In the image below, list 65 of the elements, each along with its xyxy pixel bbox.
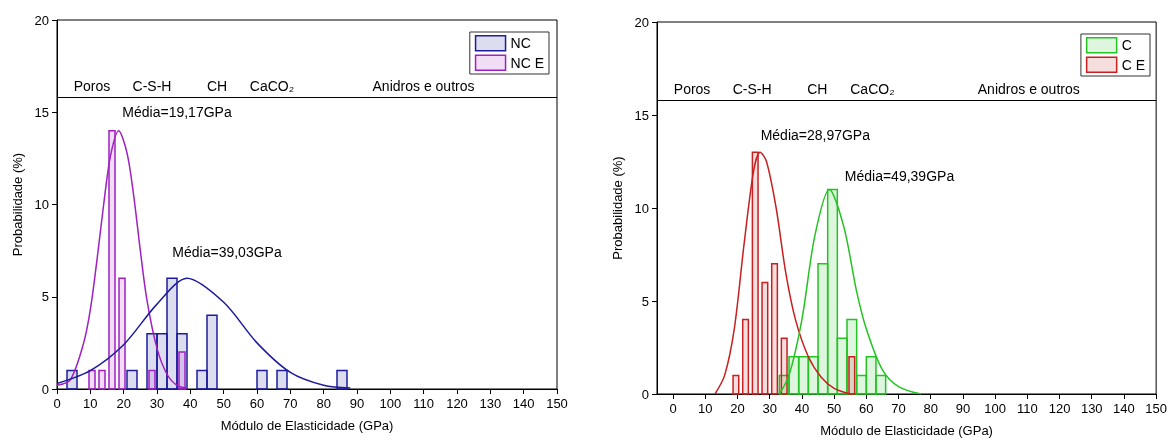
annotation: Média=49,39GPa	[844, 168, 955, 185]
x-tick-label: 10	[83, 396, 98, 411]
x-tick-label: 100	[984, 401, 1006, 416]
x-tick-label: 130	[1080, 401, 1103, 416]
x-tick-label: 20	[116, 396, 131, 411]
x-tick-label: 80	[923, 401, 938, 416]
x-tick-label: 60	[249, 396, 265, 411]
line-series	[778, 188, 922, 395]
annotation: Poros	[73, 78, 111, 95]
annotation: CH	[206, 78, 228, 95]
y-tick-label: 20	[34, 12, 49, 28]
legend-label: NC	[510, 35, 531, 52]
x-tick-label: 90	[349, 396, 365, 411]
x-tick-label: 50	[826, 401, 842, 416]
annotation: CaCO₂	[850, 80, 895, 97]
x-tick-label: 130	[479, 396, 502, 411]
annotation: Anidros e outros	[977, 80, 1080, 97]
x-tick-label: 40	[794, 401, 810, 416]
x-tick-label: 140	[512, 396, 535, 411]
annotation: Média=19,17GPa	[122, 104, 232, 121]
legend-label: C	[1121, 37, 1132, 54]
y-tick-label: 5	[41, 289, 49, 305]
x-tick-label: 110	[413, 396, 435, 411]
x-tick-label: 20	[730, 401, 745, 416]
x-tick-label: 30	[762, 401, 777, 416]
x-tick-label: 0	[53, 396, 61, 411]
x-tick-label: 150	[546, 396, 568, 411]
x-tick-label: 60	[859, 401, 874, 416]
annotation: Média=28,97GPa	[760, 127, 871, 144]
x-tick-label: 70	[283, 396, 298, 411]
annotation: C-S-H	[132, 78, 172, 95]
y-tick-label: 15	[634, 107, 649, 123]
annotation: C-S-H	[732, 80, 772, 97]
y-tick-label: 15	[34, 104, 49, 120]
x-tick-label: 0	[669, 401, 677, 416]
x-tick-label: 40	[183, 396, 198, 411]
y-tick-label: 10	[634, 200, 649, 216]
x-tick-label: 120	[1048, 401, 1071, 416]
x-tick-label: 90	[955, 401, 971, 416]
x-tick-label: 70	[891, 401, 906, 416]
x-tick-label: 80	[316, 396, 331, 411]
x-tick-label: 110	[1016, 401, 1038, 416]
y-axis-title: Probabilidade (%)	[9, 152, 25, 257]
y-tick-label: 10	[34, 197, 49, 212]
annotation: CaCO₂	[249, 78, 295, 95]
x-tick-label: 140	[1113, 401, 1135, 416]
y-tick-label: 5	[641, 293, 649, 309]
legend-label: C E	[1121, 56, 1146, 73]
y-tick-label: 0	[41, 381, 49, 397]
x-axis-title: Módulo de Elasticidade (GPa)	[820, 423, 993, 438]
annotation: Anidros e outros	[372, 78, 475, 95]
legend-label: NC E	[510, 54, 544, 71]
annotation: CH	[807, 80, 828, 97]
x-tick-label: 150	[1145, 401, 1168, 416]
x-tick-label: 30	[149, 396, 165, 411]
x-axis-title: Módulo de Elasticidade (GPa)	[220, 418, 394, 433]
annotation: Média=39,03GPa	[172, 244, 282, 261]
x-tick-label: 100	[379, 396, 402, 411]
line-series	[56, 277, 352, 389]
y-axis-title: Probabilidade (%)	[609, 156, 625, 260]
x-tick-label: 10	[698, 401, 713, 416]
x-tick-label: 120	[446, 396, 468, 411]
annotation: Poros	[673, 80, 711, 97]
y-tick-label: 20	[634, 14, 649, 30]
x-tick-label: 50	[216, 396, 231, 411]
